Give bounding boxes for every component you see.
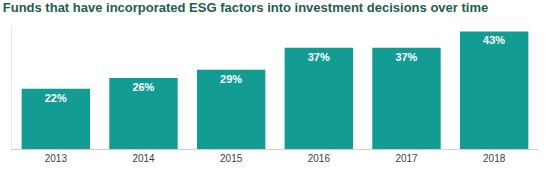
- svg-text:29%: 29%: [220, 73, 242, 85]
- svg-text:2016: 2016: [308, 153, 331, 164]
- svg-text:2015: 2015: [220, 153, 243, 164]
- svg-text:2013: 2013: [45, 153, 68, 164]
- svg-text:2018: 2018: [483, 153, 506, 164]
- svg-text:2017: 2017: [395, 153, 418, 164]
- svg-text:Funds that have incorporated E: Funds that have incorporated ESG factors…: [3, 0, 488, 15]
- svg-text:22%: 22%: [45, 92, 67, 104]
- svg-text:43%: 43%: [483, 34, 505, 46]
- svg-text:2014: 2014: [132, 153, 155, 164]
- svg-text:37%: 37%: [308, 51, 330, 63]
- svg-text:37%: 37%: [395, 51, 417, 63]
- svg-text:26%: 26%: [132, 81, 154, 93]
